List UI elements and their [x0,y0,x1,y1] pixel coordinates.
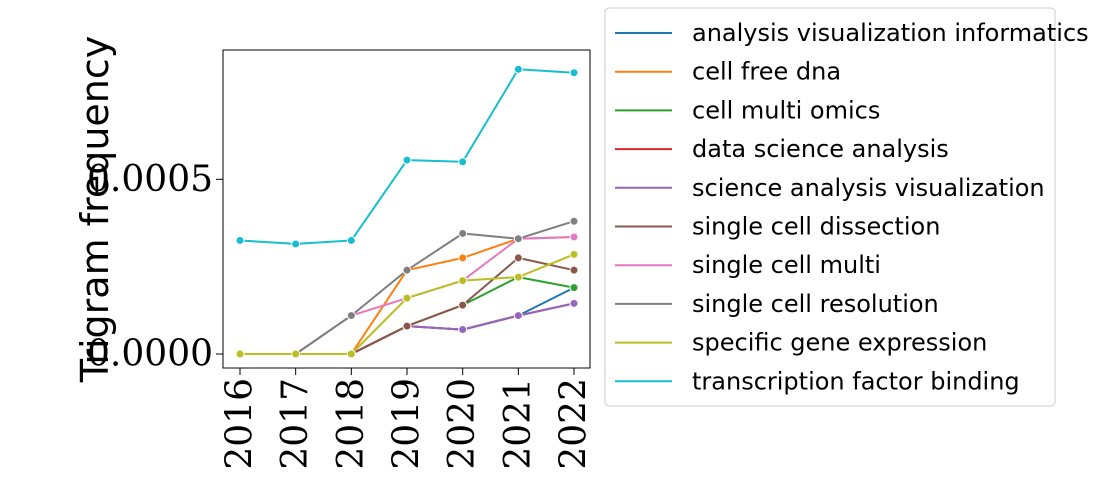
data-point [569,216,579,226]
data-point [513,272,523,282]
legend-label: analysis visualization informatics [692,19,1089,47]
legend-item: analysis visualization informatics [615,19,1089,47]
data-point [513,253,523,263]
legend-item: single cell resolution [615,290,939,318]
data-point [402,265,412,275]
x-tick-label: 2017 [275,378,316,470]
series-line [240,220,575,355]
legend-item: specific gene expression [615,329,987,357]
data-point [291,349,301,359]
data-point [513,311,523,321]
data-point [569,298,579,308]
data-point [458,276,468,286]
x-axis: 2016 2017 2018 2019 2020 2021 2022 [220,368,595,470]
y-tick-label: 0.0005 [87,159,213,200]
data-point [402,321,412,331]
legend-label: transcription factor binding [692,367,1020,395]
data-point [569,68,579,78]
y-axis: 0.0000 0.0005 [87,159,223,375]
legend-label: science analysis visualization [692,174,1045,202]
data-point [458,253,468,263]
data-point [458,300,468,310]
data-point [291,239,301,249]
x-tick-label: 2019 [387,378,428,470]
x-tick-label: 2021 [498,378,539,470]
data-point [235,349,245,359]
legend-label: single cell multi [692,251,881,279]
series-line [240,276,575,355]
y-tick-label: 0.0000 [87,334,213,375]
data-point [458,325,468,335]
series-9 [235,64,579,249]
data-point [235,235,245,245]
data-point [569,283,579,293]
legend-item: cell multi omics [615,96,880,124]
data-point [402,155,412,165]
x-tick-label: 2020 [442,378,483,470]
data-point [458,228,468,238]
x-tick-label: 2022 [554,378,595,470]
data-point [513,234,523,244]
legend-item: single cell multi [615,251,881,279]
data-point [569,249,579,259]
legend-label: cell free dna [692,58,841,86]
legend-item: cell free dna [615,58,841,86]
legend-item: transcription factor binding [615,367,1020,395]
legend-label: single cell dissection [692,213,940,241]
data-point [402,293,412,303]
legend-box [604,7,1056,407]
legend-item: data science analysis [615,135,949,163]
data-point [346,349,356,359]
legend-label: data science analysis [692,135,949,163]
series-8 [235,249,579,359]
x-tick-label: 2018 [331,378,372,470]
legend-label: cell multi omics [692,96,880,124]
legend: analysis visualization informatics cell f… [604,7,1089,407]
plot-area-frame [222,49,591,369]
y-axis-label: Trigram frequency [73,36,117,384]
data-point [346,311,356,321]
series-layer [235,64,579,359]
data-point [458,157,468,167]
legend-label: specific gene expression [692,329,987,357]
series-2 [235,272,579,359]
legend-label: single cell resolution [692,290,939,318]
data-point [569,232,579,242]
legend-item: single cell dissection [615,213,940,241]
data-point [513,64,523,74]
legend-item: science analysis visualization [615,174,1045,202]
x-tick-label: 2016 [220,378,261,470]
data-point [569,265,579,275]
data-point [346,235,356,245]
